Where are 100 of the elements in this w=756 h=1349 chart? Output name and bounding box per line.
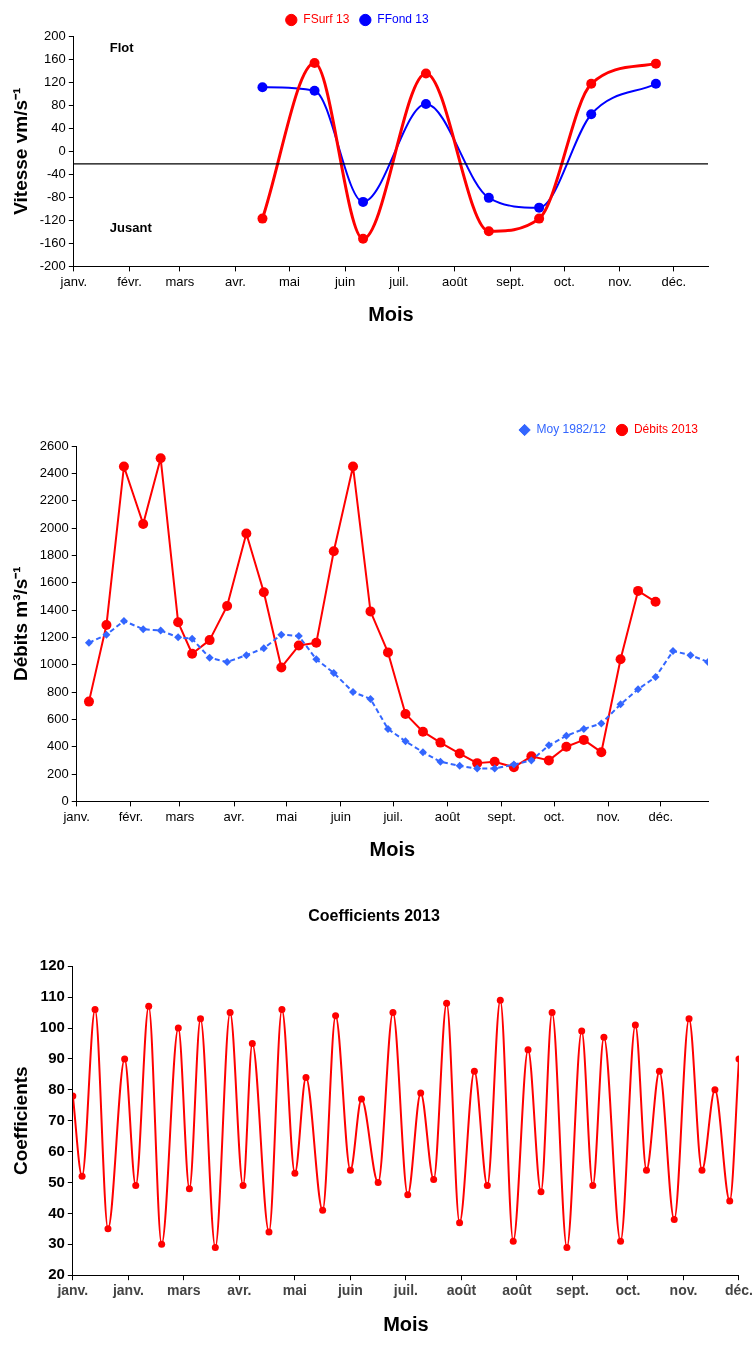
point (293, 640, 304, 651)
point (205, 653, 214, 662)
x-tick-label: juin (333, 273, 356, 289)
point (374, 1179, 382, 1186)
x-tick-label: juil. (392, 1282, 418, 1299)
y-tick-label: 110 (40, 987, 65, 1005)
annotation: Jusant (109, 219, 153, 235)
point (417, 1089, 425, 1097)
x-tick-label: juin (336, 1282, 363, 1299)
point (185, 1185, 193, 1193)
point (650, 596, 661, 607)
x-tick-label: déc. (661, 273, 687, 289)
x-tick-label: févr. (118, 808, 144, 824)
y-tick-label: 0 (61, 792, 69, 808)
point (349, 688, 358, 697)
x-tick-label: nov. (608, 273, 632, 289)
point (562, 731, 571, 740)
y-tick-label: 60 (48, 1141, 65, 1159)
point (348, 461, 359, 472)
annotation: Flot (109, 39, 135, 55)
point (544, 741, 553, 750)
y-tick-label: 50 (48, 1172, 65, 1190)
x-tick-label: août (442, 273, 468, 289)
x-tick-label: sept. (496, 273, 525, 289)
point (328, 546, 339, 557)
y-tick-label: 1800 (39, 546, 69, 562)
point (401, 737, 410, 746)
point (561, 741, 572, 752)
point (420, 68, 431, 79)
point (631, 1021, 639, 1029)
point (358, 196, 369, 207)
y-tick-label: 200 (47, 765, 69, 781)
point (597, 719, 606, 728)
y-tick-label: 1600 (39, 574, 69, 590)
point (686, 651, 695, 660)
point (642, 1166, 650, 1174)
point (294, 632, 303, 640)
point (650, 58, 661, 69)
point (685, 1015, 693, 1023)
point (596, 747, 607, 758)
point (456, 1219, 464, 1227)
x-tick-label: août (502, 1282, 533, 1299)
x-tick-label: janv. (62, 808, 90, 824)
point (366, 694, 375, 703)
point (302, 1073, 310, 1081)
point (669, 647, 678, 656)
x-tick-label: mars (167, 1282, 201, 1299)
point (223, 657, 232, 666)
point (155, 453, 166, 464)
y-tick-label: 600 (47, 710, 69, 726)
x-tick-label: août (446, 1282, 477, 1299)
point (332, 1012, 340, 1020)
point (633, 585, 644, 596)
point (329, 668, 338, 677)
point (188, 634, 197, 643)
point (158, 1240, 166, 1248)
point (211, 1243, 219, 1251)
y-tick-label: 400 (47, 738, 69, 754)
point (420, 98, 431, 109)
y-tick-label: 160 (44, 50, 66, 66)
point (358, 1095, 365, 1103)
x-tick-label: févr. (117, 273, 142, 289)
point (418, 748, 427, 757)
y-tick-label: 2400 (39, 464, 69, 480)
y-tick-label: 1000 (39, 656, 69, 672)
point (119, 616, 128, 625)
x-tick-label: avr. (223, 808, 245, 824)
point (534, 213, 545, 224)
point (563, 1243, 571, 1251)
y-tick-label: -120 (39, 211, 66, 227)
point (586, 109, 597, 120)
x-tick-label: nov. (596, 808, 621, 824)
x-tick-label: avr. (225, 273, 246, 289)
point (634, 685, 643, 694)
point (257, 82, 268, 93)
point (617, 1237, 625, 1245)
point (455, 761, 464, 770)
y-tick-label: -160 (39, 234, 66, 250)
point (579, 724, 588, 733)
point (197, 1015, 205, 1023)
x-tick-label: oct. (615, 1282, 641, 1299)
point (312, 655, 321, 664)
x-axis-title: Mois (369, 837, 416, 860)
x-tick-label: janv. (111, 1282, 144, 1299)
point (470, 1067, 478, 1075)
point (278, 1005, 286, 1013)
point (436, 757, 445, 766)
point (241, 528, 252, 539)
x-tick-label: déc. (648, 808, 674, 824)
point (435, 737, 446, 748)
point (548, 1009, 556, 1017)
point (698, 1166, 706, 1174)
point (489, 756, 500, 767)
point (496, 996, 504, 1004)
x-tick-label: juil. (388, 273, 409, 289)
point (78, 1172, 86, 1180)
x-tick-label: janv. (56, 1282, 89, 1299)
point (543, 755, 554, 766)
point (242, 651, 251, 660)
chart-title: Coefficients 2013 (308, 907, 440, 925)
